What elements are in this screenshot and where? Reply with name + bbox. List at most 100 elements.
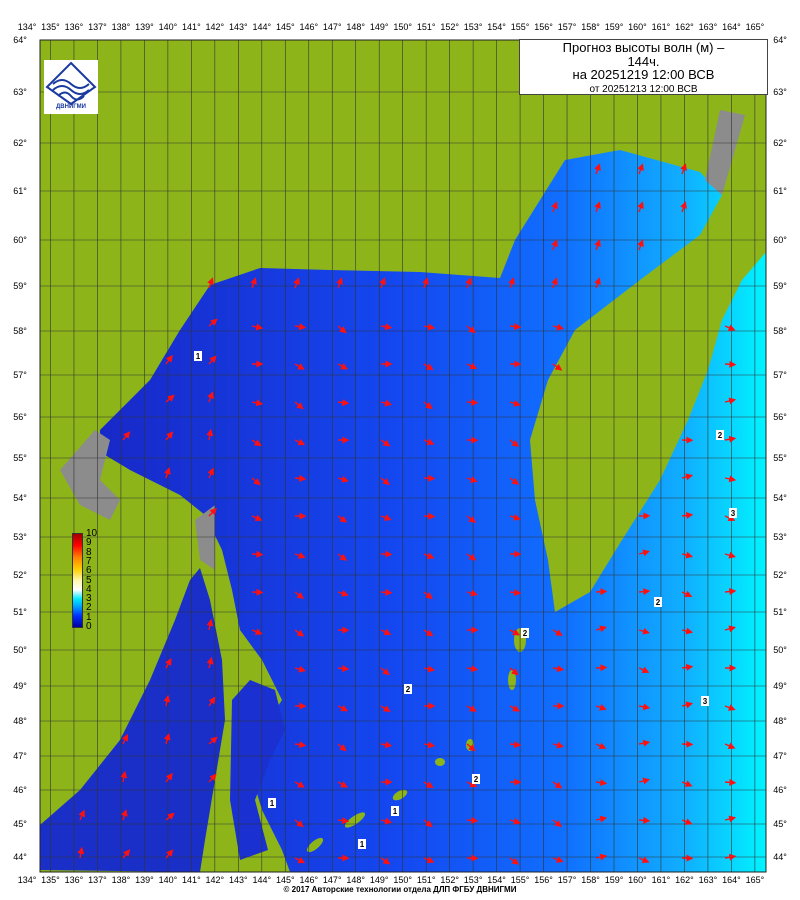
wave-arrow (208, 507, 217, 517)
wave-arrow (638, 777, 651, 785)
lat-label-right: 51° (773, 607, 787, 617)
wave-arrow (165, 772, 173, 783)
wave-arrow (294, 552, 306, 559)
wave-arrow (637, 163, 644, 175)
lat-label-right: 59° (773, 281, 787, 291)
lat-label-left: 47° (13, 751, 27, 761)
wave-arrow (466, 589, 479, 597)
wave-arrow (164, 467, 171, 479)
lat-label-left: 44° (13, 852, 27, 862)
wave-arrow (724, 778, 737, 786)
lon-label-top: 137° (88, 22, 107, 32)
title-box: Прогноз высоты волн (м) – 144ч. на 20251… (519, 39, 768, 95)
wave-arrow (594, 277, 601, 289)
lat-label-left: 56° (13, 412, 27, 422)
wave-arrow (724, 588, 737, 595)
lon-label-bottom: 144° (252, 875, 271, 885)
wave-arrow (508, 277, 515, 289)
wave-arrow (294, 819, 304, 828)
wave-arrow (208, 355, 217, 365)
lon-label-top: 149° (370, 22, 389, 32)
wave-arrow (207, 391, 214, 403)
wave-arrow (466, 362, 478, 370)
contour-label-bg (701, 696, 709, 706)
lat-label-right: 53° (773, 532, 787, 542)
wave-arrow (552, 629, 563, 636)
contour-label: 1 (270, 799, 275, 808)
title-forecast-hours: 144ч. (627, 54, 660, 69)
wave-arrow (423, 438, 435, 445)
lat-label-right: 61° (773, 186, 787, 196)
wave-arrow (337, 781, 348, 788)
lat-label-right: 44° (773, 852, 787, 862)
contour-label: 1 (393, 807, 398, 816)
lat-label-left: 60° (13, 235, 27, 245)
wave-arrow (251, 514, 263, 521)
logo-emblem-icon (45, 61, 97, 106)
wave-arrow (294, 591, 305, 599)
wave-arrow (251, 439, 262, 447)
lon-label-top: 156° (534, 22, 553, 32)
lon-label-top: 163° (699, 22, 718, 32)
wave-arrow (251, 323, 264, 331)
wave-arrow (423, 363, 434, 371)
wave-arrow (423, 323, 436, 331)
wave-arrow (509, 513, 521, 521)
wave-arrow (423, 741, 436, 749)
wave-arrow (294, 474, 307, 482)
wave-arrow (121, 733, 129, 745)
wave-arrow (724, 853, 737, 861)
lon-label-top: 144° (252, 22, 271, 32)
title-line1: Прогноз высоты волн (м) – (562, 40, 725, 55)
wave-arrow (208, 736, 218, 745)
wave-arrow (165, 394, 175, 403)
colorbar-tick: 1 (86, 611, 92, 623)
lon-label-top: 165° (746, 22, 765, 32)
wave-arrow (208, 318, 218, 327)
wave-arrow (638, 666, 650, 674)
wave-arrow (594, 201, 601, 213)
wave-arrow (681, 473, 694, 481)
wave-arrow (337, 515, 348, 523)
wave-arrow (551, 277, 558, 289)
wave-arrow (552, 819, 562, 828)
wave-arrow (552, 856, 564, 863)
wave-arrow (724, 324, 736, 331)
wave-arrow (595, 664, 608, 672)
wave-arrow (724, 551, 736, 559)
wave-arrow (509, 628, 521, 636)
wave-arrow (466, 665, 479, 673)
lat-label-right: 55° (773, 453, 787, 463)
wave-arrow (250, 277, 257, 289)
lat-label-left: 57° (13, 370, 27, 380)
sakhalin-bay (230, 680, 285, 860)
wave-arrow (337, 817, 350, 825)
wave-arrow (423, 552, 435, 559)
lat-label-left: 61° (13, 186, 27, 196)
contour-label-bg (729, 508, 737, 518)
wave-arrow (165, 657, 172, 669)
wave-arrow (337, 743, 347, 752)
lat-label-left: 49° (13, 681, 27, 691)
lat-label-right: 47° (773, 751, 787, 761)
contour-label-bg (391, 806, 399, 816)
lat-label-right: 49° (773, 681, 787, 691)
wave-arrow (724, 475, 737, 483)
wave-arrow (465, 277, 472, 289)
contour-label: 2 (718, 431, 723, 440)
wave-arrow (681, 590, 693, 598)
lon-label-bottom: 143° (229, 875, 248, 885)
wave-arrow (680, 163, 687, 175)
lat-label-right: 50° (773, 645, 787, 655)
wave-arrow (337, 325, 347, 334)
wave-arrow (681, 701, 694, 709)
lon-label-bottom: 145° (276, 875, 295, 885)
wave-arrow (77, 846, 85, 859)
wave-arrow (466, 325, 476, 334)
lon-label-top: 154° (487, 22, 506, 32)
lon-label-top: 136° (65, 22, 84, 32)
wave-arrow (681, 818, 693, 825)
wave-arrow (724, 397, 737, 405)
wave-arrow (509, 477, 520, 485)
copyright-footer: © 2017 Авторские технологии отдела ДЛП Ф… (283, 885, 517, 894)
